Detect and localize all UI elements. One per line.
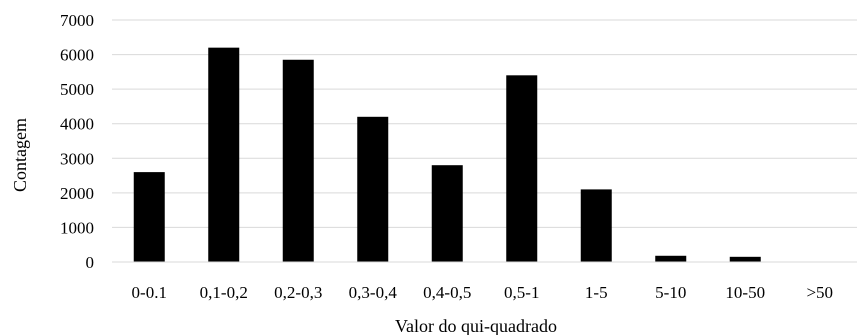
x-tick-label: 0,3-0,4 [349, 283, 398, 302]
y-tick-label: 5000 [60, 80, 94, 99]
y-tick-label: 4000 [60, 115, 94, 134]
bars [133, 47, 761, 263]
x-tick-label: 1-5 [585, 283, 608, 302]
x-tick-label: 0-0.1 [132, 283, 167, 302]
bar [282, 59, 314, 262]
x-tick-label: 0,2-0,3 [274, 283, 322, 302]
bar [580, 189, 612, 262]
y-tick-label: 7000 [60, 11, 94, 30]
bar [357, 116, 389, 262]
bar [208, 47, 240, 263]
bar [133, 172, 165, 262]
x-tick-label: 10-50 [725, 283, 765, 302]
x-tick-label: 5-10 [655, 283, 686, 302]
y-axis-ticks: 0 1000 2000 3000 4000 5000 6000 7000 [60, 11, 94, 272]
y-tick-label: 0 [86, 253, 95, 272]
x-axis-title: Valor do qui-quadrado [395, 316, 557, 335]
bar [729, 256, 761, 262]
x-axis-ticks: 0-0.1 0,1-0,2 0,2-0,3 0,3-0,4 0,4-0,5 0,5-1 1-… [132, 283, 834, 302]
bar [655, 255, 687, 262]
y-tick-label: 6000 [60, 46, 94, 65]
y-axis-title: Contagem [10, 118, 30, 192]
x-tick-label: 0,5-1 [504, 283, 539, 302]
y-tick-label: 2000 [60, 184, 94, 203]
x-tick-label: 0,1-0,2 [200, 283, 248, 302]
bar [506, 75, 538, 262]
x-tick-label: >50 [806, 283, 833, 302]
bar [431, 165, 463, 262]
x-tick-label: 0,4-0,5 [423, 283, 471, 302]
y-tick-label: 1000 [60, 218, 94, 237]
y-tick-label: 3000 [60, 149, 94, 168]
